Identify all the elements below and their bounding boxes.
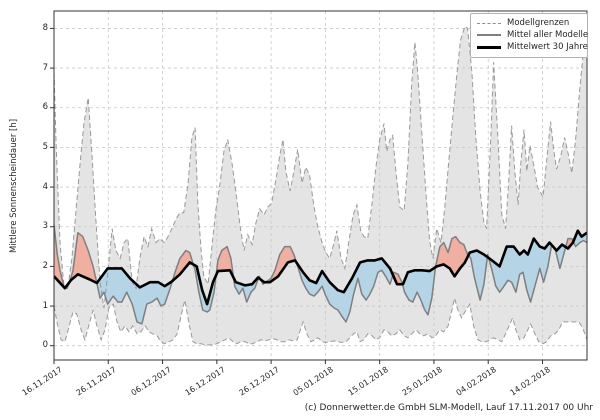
model-mean-line bbox=[54, 224, 587, 325]
legend-label: Mittel aller Modelle bbox=[507, 30, 589, 40]
legend-label: Mittelwert 30 Jahre bbox=[507, 42, 588, 52]
y-tick-label: 0 bbox=[42, 340, 48, 351]
copyright-caption: (c) Donnerwetter.de GmbH SLM-Modell, Lau… bbox=[304, 403, 593, 413]
legend-item-mittelwert-30-jahre: Mittelwert 30 Jahre bbox=[477, 41, 588, 53]
y-tick-label: 7 bbox=[42, 62, 48, 73]
below-normal-fill bbox=[233, 277, 259, 301]
above-normal-fill bbox=[54, 224, 66, 289]
dashed-line-sample-icon bbox=[477, 22, 501, 24]
black-line-sample-icon bbox=[477, 45, 501, 49]
y-tick-label: 4 bbox=[42, 181, 48, 192]
y-tick-label: 5 bbox=[42, 141, 48, 152]
legend: Modellgrenzen Mittel aller Modelle Mitte… bbox=[470, 13, 588, 58]
above-normal-fill bbox=[392, 272, 403, 285]
climate-mean-line bbox=[54, 229, 587, 306]
y-tick-label: 2 bbox=[42, 260, 48, 271]
y-tick-label: 1 bbox=[42, 300, 48, 311]
plot-area bbox=[54, 11, 587, 360]
above-normal-fill bbox=[265, 246, 297, 283]
plot-border bbox=[53, 10, 588, 361]
y-tick-label: 3 bbox=[42, 221, 48, 232]
y-tick-label: 8 bbox=[42, 22, 48, 33]
y-tick-label: 6 bbox=[42, 102, 48, 113]
y-axis-title: Mittlere Sonnenscheindauer [h] bbox=[9, 118, 19, 254]
gray-line-sample-icon bbox=[477, 34, 501, 36]
model-upper-bound-line bbox=[54, 25, 587, 309]
legend-item-mittel-aller-modelle: Mittel aller Modelle bbox=[477, 29, 588, 41]
legend-item-modellgrenzen: Modellgrenzen bbox=[477, 17, 581, 29]
tick-marks bbox=[50, 27, 543, 364]
legend-label: Modellgrenzen bbox=[507, 18, 570, 28]
above-normal-fill bbox=[172, 250, 194, 281]
below-normal-fill bbox=[402, 267, 436, 314]
model-lower-bound-line bbox=[54, 297, 587, 346]
